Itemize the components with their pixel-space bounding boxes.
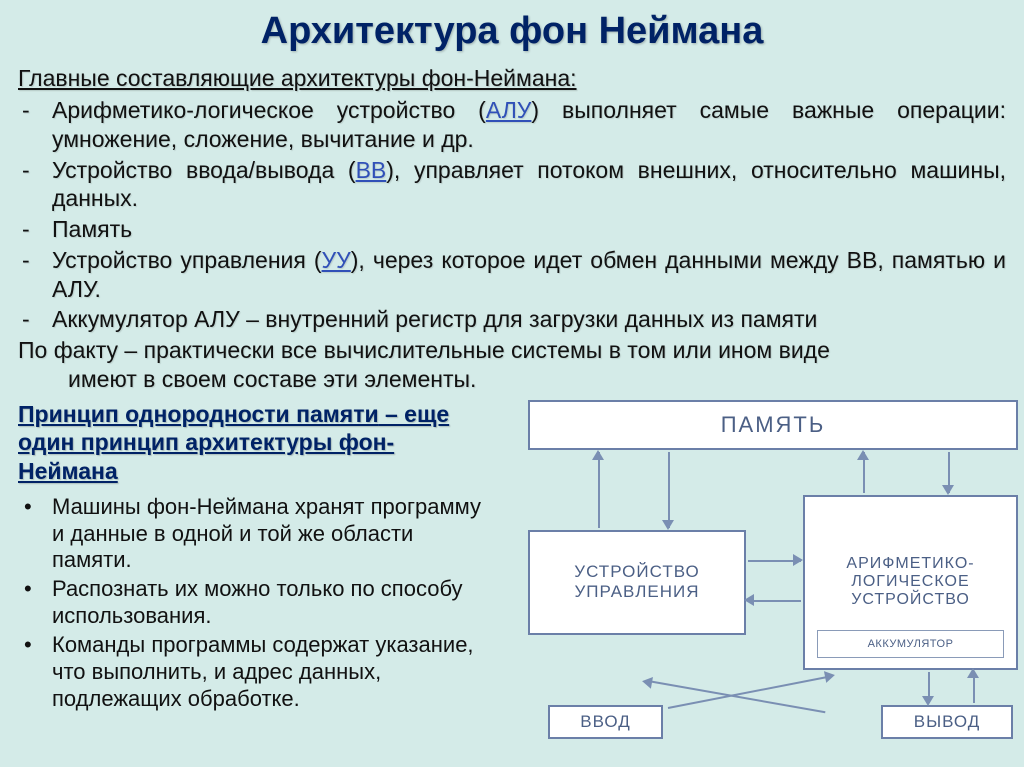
bullet-text: Команды программы содержат указание, что… <box>52 632 488 712</box>
arrowhead-icon <box>857 450 869 460</box>
abbr-vv: ВВ <box>356 157 387 183</box>
node-accumulator: АККУМУЛЯТОР <box>817 630 1004 658</box>
cu-l2: УПРАВЛЕНИЯ <box>575 582 700 602</box>
principle-bullets: •Машины фон-Неймана хранят программу и д… <box>18 494 488 713</box>
arrowhead-icon <box>793 554 803 566</box>
arrowhead-icon <box>592 450 604 460</box>
node-output: ВЫВОД <box>881 705 1013 739</box>
item-text: Аккумулятор АЛУ – внутренний регистр для… <box>52 306 817 332</box>
arrowhead-icon <box>942 485 954 495</box>
arrow-icon <box>598 452 600 528</box>
dash: - <box>18 156 52 214</box>
summary-l1: По факту – практически все вычислительны… <box>18 337 830 363</box>
list-item: - Аккумулятор АЛУ – внутренний регистр д… <box>18 305 1006 334</box>
arrowhead-icon <box>967 668 979 678</box>
alu-l3: УСТРОЙСТВО <box>851 591 970 609</box>
bullet-dot: • <box>18 576 52 630</box>
slide-title: Архитектура фон Неймана <box>18 10 1006 53</box>
alu-l2: ЛОГИЧЕСКОЕ <box>851 573 969 591</box>
list-item: - Арифметико-логическое устройство (АЛУ)… <box>18 96 1006 154</box>
memory-principle-heading: Принцип однородности памяти – еще один п… <box>18 400 488 486</box>
item-text: Устройство управления ( <box>52 247 322 273</box>
list-item: - Устройство управления (УУ), через кото… <box>18 246 1006 304</box>
node-control-unit: УСТРОЙСТВО УПРАВЛЕНИЯ <box>528 530 746 635</box>
node-input: ВВОД <box>548 705 663 739</box>
abbr-uu: УУ <box>322 247 351 273</box>
summary-text: По факту – практически все вычислительны… <box>18 336 1006 394</box>
list-item: - Память <box>18 215 1006 244</box>
dash: - <box>18 246 52 304</box>
dash: - <box>18 215 52 244</box>
arrow-icon <box>748 600 801 602</box>
von-neumann-diagram: ПАМЯТЬ УСТРОЙСТВО УПРАВЛЕНИЯ АРИФМЕТИКО-… <box>493 400 1006 740</box>
bullet-text: Машины фон-Неймана хранят программу и да… <box>52 494 488 574</box>
principle-l1: Принцип однородности памяти <box>18 401 379 427</box>
list-item: •Команды программы содержат указание, чт… <box>18 632 488 712</box>
components-subtitle: Главные составляющие архитектуры фон-Ней… <box>18 65 1006 92</box>
arrowhead-icon <box>662 520 674 530</box>
item-text: Арифметико-логическое устройство ( <box>52 97 486 123</box>
item-text: Устройство ввода/вывода ( <box>52 157 356 183</box>
list-item: - Устройство ввода/вывода (ВВ), управляе… <box>18 156 1006 214</box>
arrow-icon <box>668 452 670 528</box>
dash: - <box>18 96 52 154</box>
arrow-icon <box>668 675 830 708</box>
dash: - <box>18 305 52 334</box>
abbr-alu: АЛУ <box>486 97 532 123</box>
arrowhead-icon <box>641 675 653 689</box>
node-alu: АРИФМЕТИКО- ЛОГИЧЕСКОЕ УСТРОЙСТВО АККУМУ… <box>803 495 1018 670</box>
principle-l2: один принцип архитектуры фон-Неймана <box>18 429 394 484</box>
list-item: •Распознать их можно только по способу и… <box>18 576 488 630</box>
summary-l2: имеют в своем составе эти элементы. <box>18 365 1006 394</box>
node-memory: ПАМЯТЬ <box>528 400 1018 450</box>
arrowhead-icon <box>744 594 754 606</box>
cu-l1: УСТРОЙСТВО <box>574 562 699 582</box>
bullet-dot: • <box>18 632 52 712</box>
bullet-text: Распознать их можно только по способу ис… <box>52 576 488 630</box>
arrowhead-icon <box>824 669 836 683</box>
components-list: - Арифметико-логическое устройство (АЛУ)… <box>18 96 1006 334</box>
alu-l1: АРИФМЕТИКО- <box>846 555 974 573</box>
bullet-dot: • <box>18 494 52 574</box>
list-item: •Машины фон-Неймана хранят программу и д… <box>18 494 488 574</box>
item-text: Память <box>52 216 132 242</box>
principle-l1b: – еще <box>379 401 450 427</box>
arrowhead-icon <box>922 696 934 706</box>
